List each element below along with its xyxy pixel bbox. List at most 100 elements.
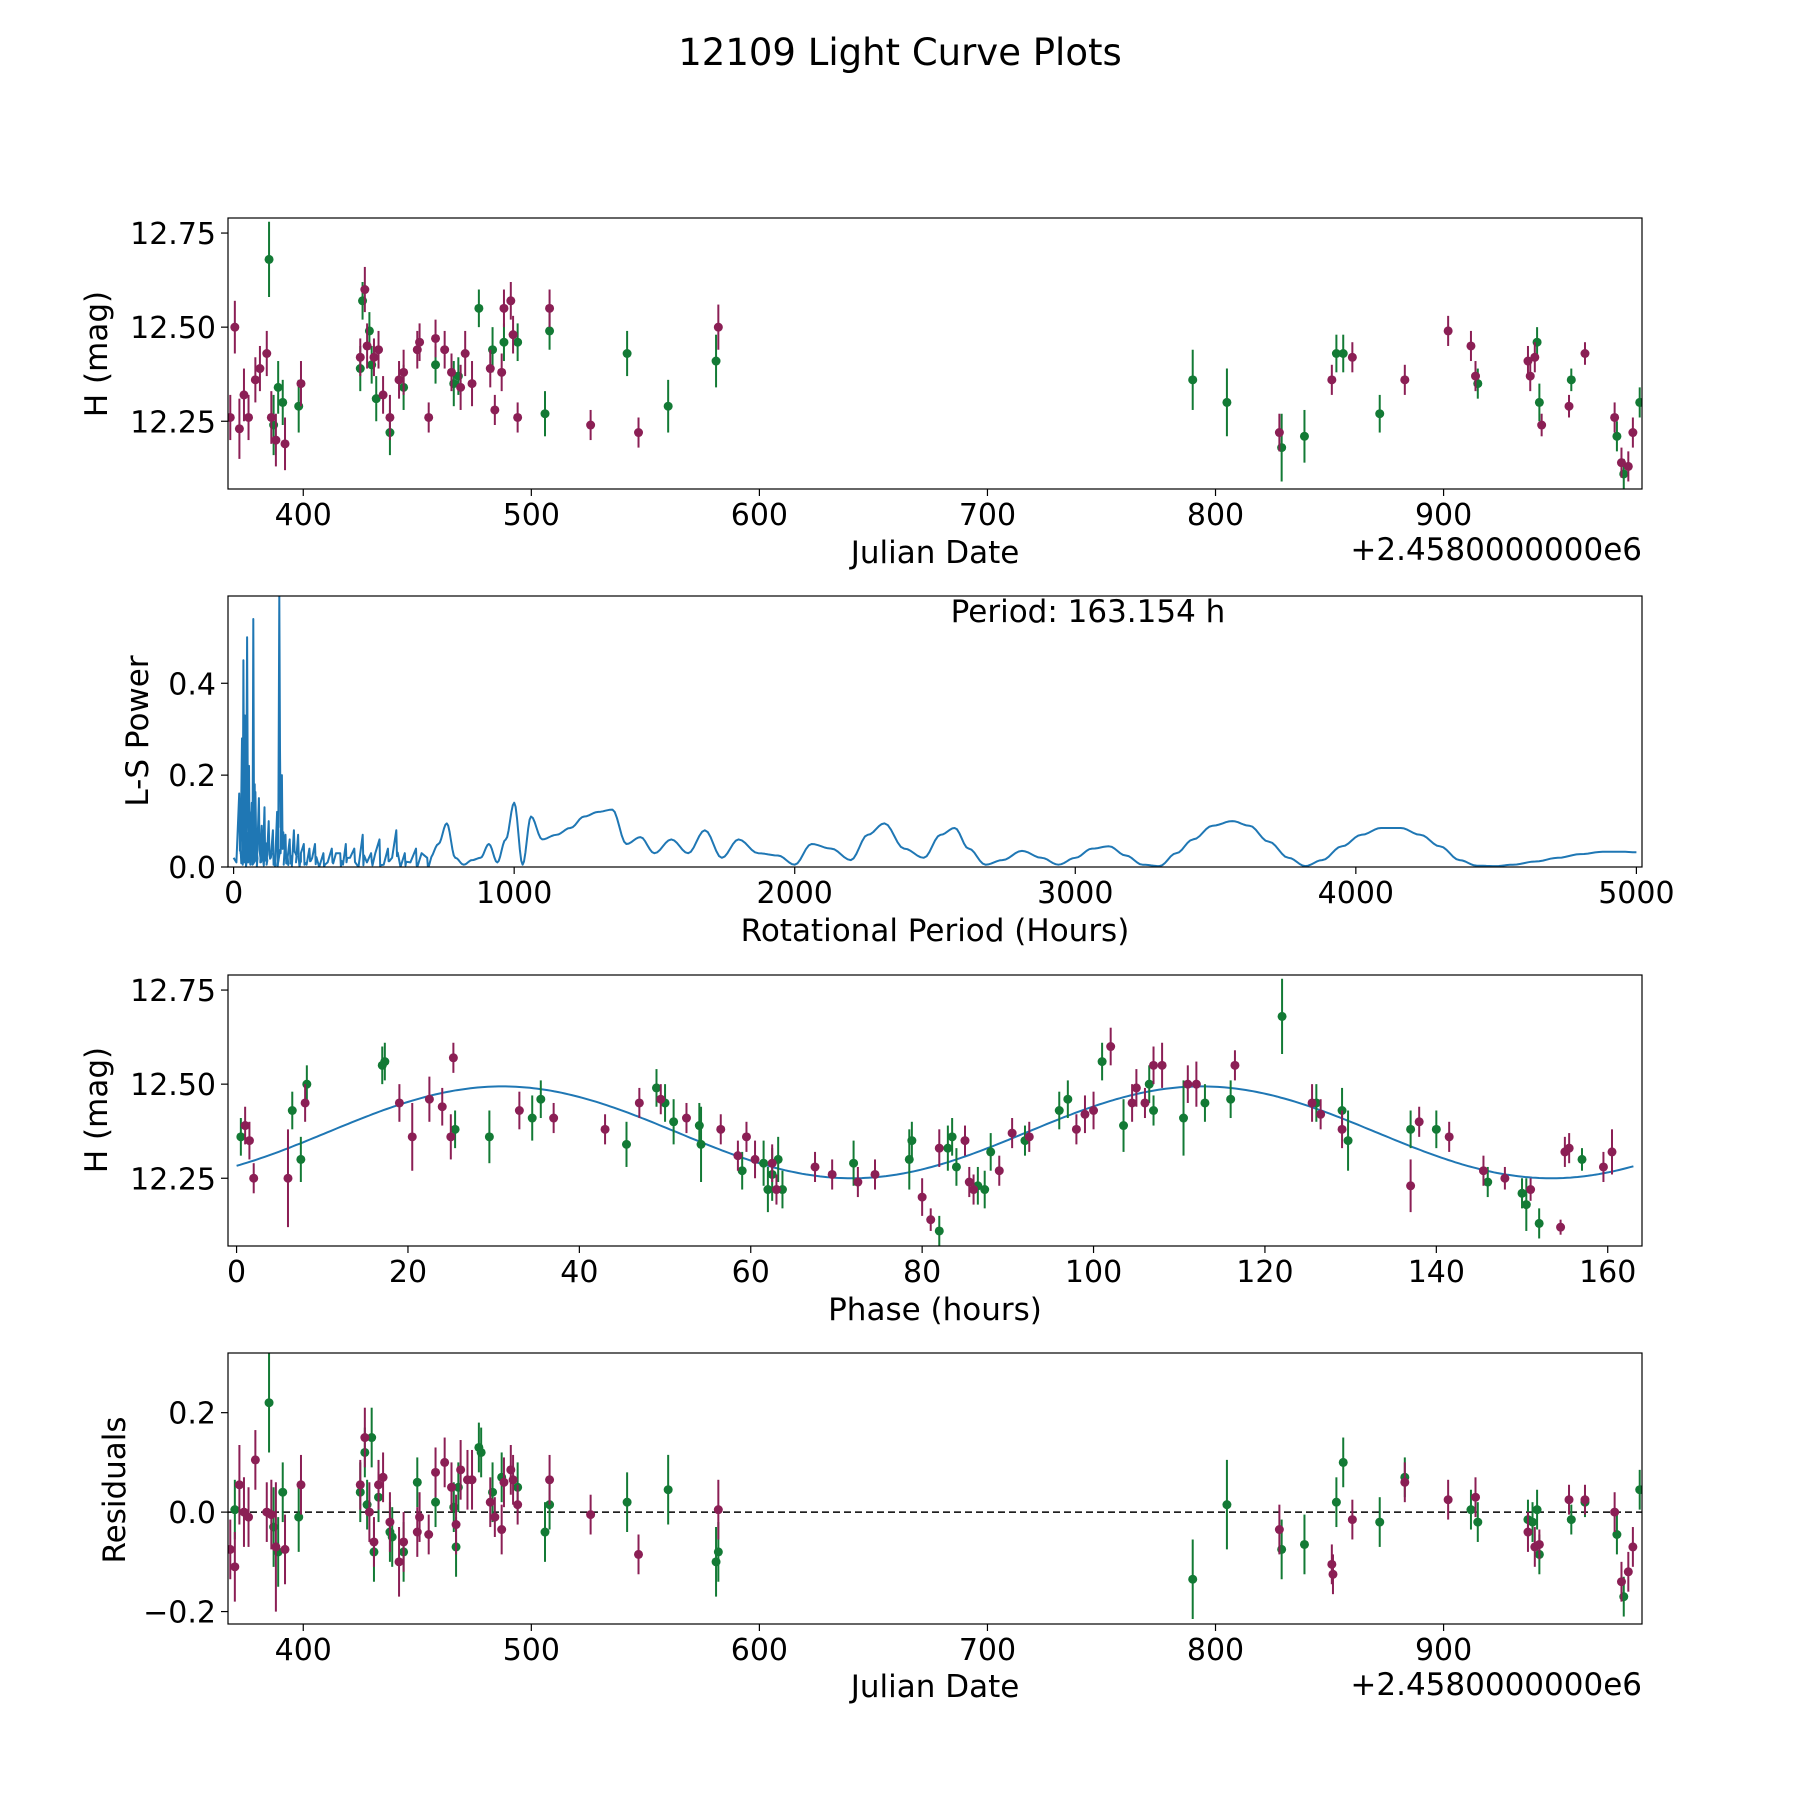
magenta-data-point — [240, 1121, 250, 1131]
magenta-data-point — [364, 1507, 374, 1517]
magenta-data-point — [767, 1158, 777, 1168]
lightcurve-panel: 400 500 600 700 800 900 12.25 12.50 12.75 Julia… — [79, 217, 1643, 571]
green-data-point — [278, 397, 288, 407]
residuals-panel: 400 500 600 700 800 900 −0.2 0.0 0.2 Julian Dat… — [97, 1352, 1643, 1705]
periodogram-ylabel: L-S Power — [120, 655, 156, 806]
green-data-point — [1577, 1154, 1587, 1164]
magenta-data-point — [1610, 412, 1620, 422]
magenta-data-point — [1610, 1507, 1620, 1517]
magenta-data-point — [296, 379, 306, 389]
green-data-point — [1375, 409, 1385, 419]
green-data-point — [499, 337, 509, 347]
magenta-data-point — [467, 379, 477, 389]
green-data-point — [934, 1226, 944, 1236]
magenta-data-point — [497, 1525, 507, 1535]
magenta-data-point — [394, 1098, 404, 1108]
green-data-point — [1331, 1497, 1341, 1507]
magenta-data-point — [355, 352, 365, 362]
green-data-point — [1473, 1517, 1483, 1527]
green-data-point — [849, 1158, 859, 1168]
magenta-data-point — [926, 1215, 936, 1225]
green-data-point — [907, 1136, 917, 1146]
magenta-data-point — [360, 1433, 370, 1443]
magenta-data-point — [369, 1537, 379, 1547]
green-data-point — [1331, 349, 1341, 358]
x-tick-label: 120 — [1236, 1255, 1293, 1290]
x-tick-label: 1000 — [476, 876, 552, 911]
lightcurve-ylabel: H (mag) — [79, 291, 115, 417]
magenta-data-point — [431, 1467, 441, 1477]
magenta-data-point — [1616, 1577, 1626, 1587]
magenta-data-point — [1471, 371, 1481, 381]
magenta-data-point — [378, 1472, 388, 1482]
magenta-data-point — [431, 333, 441, 343]
magenta-data-point — [870, 1169, 880, 1179]
magenta-data-point — [424, 1094, 434, 1104]
phased-axes-frame — [227, 974, 1643, 1247]
magenta-data-point — [1623, 461, 1633, 471]
magenta-data-point — [1347, 352, 1357, 362]
magenta-data-point — [1564, 401, 1574, 411]
magenta-data-point — [262, 349, 272, 358]
magenta-data-point — [1534, 1539, 1544, 1549]
green-data-point — [1431, 1124, 1441, 1134]
magenta-data-point — [1616, 458, 1626, 468]
residuals-series — [228, 1353, 1642, 1620]
magenta-data-point — [1580, 1495, 1590, 1505]
green-data-point — [1521, 1200, 1531, 1210]
magenta-data-point — [741, 1132, 751, 1142]
magenta-data-point — [1623, 1567, 1633, 1577]
green-data-point — [476, 1447, 486, 1457]
phased-series — [236, 978, 1634, 1246]
lightcurve-yticks: 12.25 12.50 12.75 — [130, 217, 228, 440]
green-data-point — [1097, 1057, 1107, 1067]
magenta-data-point — [369, 352, 379, 362]
green-data-point — [474, 303, 484, 313]
residuals-xticks: 400 500 600 700 800 900 — [275, 1624, 1472, 1668]
magenta-data-point — [545, 303, 555, 313]
magenta-data-point — [1444, 1132, 1454, 1142]
magenta-data-point — [437, 1102, 447, 1112]
green-data-point — [1338, 349, 1348, 358]
green-data-point — [412, 1477, 422, 1487]
green-data-point — [527, 1113, 537, 1123]
green-data-point — [1119, 1121, 1129, 1131]
green-data-point — [737, 1166, 747, 1176]
magenta-data-point — [230, 322, 240, 332]
x-tick-label: 400 — [275, 498, 332, 533]
green-data-point — [663, 1485, 673, 1495]
magenta-data-point — [964, 1177, 974, 1187]
magenta-data-point — [1328, 1569, 1338, 1579]
green-data-point — [663, 401, 673, 411]
x-tick-label: 5000 — [1598, 876, 1674, 911]
magenta-data-point — [1327, 375, 1337, 385]
magenta-data-point — [1556, 1222, 1566, 1232]
magenta-data-point — [545, 1475, 555, 1485]
green-data-point — [1299, 1539, 1309, 1549]
green-data-point — [1635, 397, 1642, 407]
x-tick-label: 100 — [1065, 1255, 1122, 1290]
green-data-point — [278, 1487, 288, 1497]
magenta-data-point — [490, 405, 500, 415]
lightcurve-offset-text: +2.4580000000e6 — [1350, 532, 1642, 568]
magenta-data-point — [499, 1477, 509, 1487]
green-data-point — [1483, 1177, 1493, 1187]
magenta-data-point — [733, 1151, 743, 1161]
magenta-data-point — [266, 1510, 276, 1520]
green-data-point — [1299, 431, 1309, 441]
lightcurve-series — [228, 221, 1642, 489]
magenta-data-point — [296, 1480, 306, 1490]
magenta-data-point — [447, 1482, 457, 1492]
magenta-data-point — [1406, 1181, 1416, 1191]
green-data-point — [540, 409, 550, 419]
model-fit-curve — [236, 1085, 1634, 1180]
y-tick-label: 12.25 — [130, 405, 216, 440]
green-data-point — [1226, 1094, 1236, 1104]
magenta-data-point — [681, 1113, 691, 1123]
green-data-point — [1534, 397, 1544, 407]
magenta-data-point — [634, 1549, 644, 1559]
green-data-point — [1054, 1106, 1064, 1115]
magenta-data-point — [549, 1113, 559, 1123]
periodogram-series — [232, 596, 1637, 867]
magenta-data-point — [448, 1053, 458, 1063]
